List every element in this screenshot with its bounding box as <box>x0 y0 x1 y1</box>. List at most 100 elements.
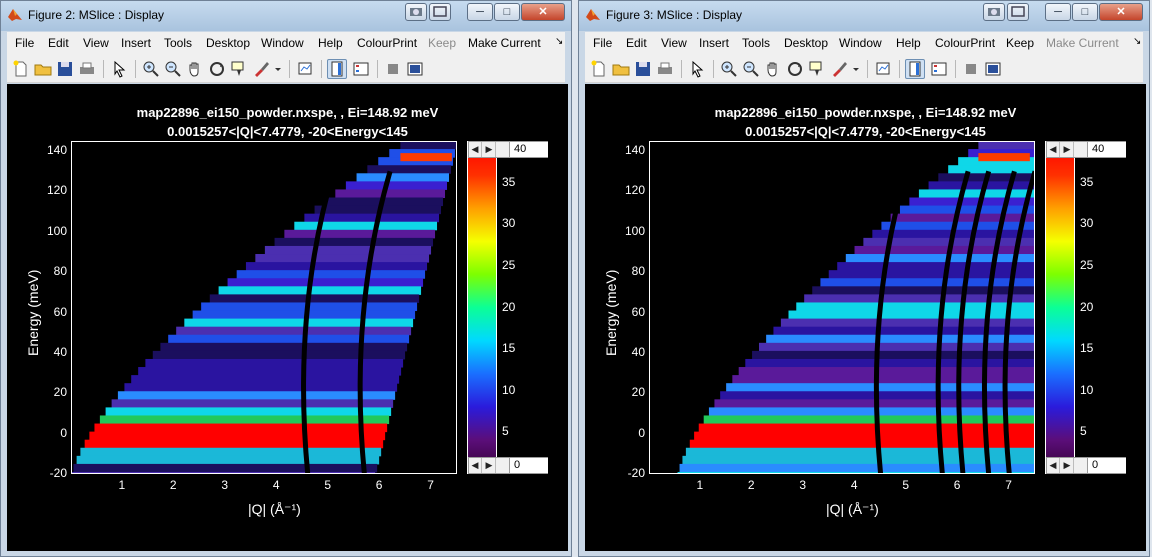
save-figure-button[interactable] <box>633 59 653 79</box>
colorbar-min-spinner[interactable]: ◀ ▶ 0 <box>1046 457 1126 474</box>
x-axis-label: |Q| (Å⁻¹) <box>826 501 879 517</box>
window-extra-button[interactable] <box>405 3 427 21</box>
maximize-button[interactable]: □ <box>1072 3 1098 21</box>
open-file-button[interactable] <box>33 59 53 79</box>
menu-file[interactable]: File <box>15 36 35 50</box>
menu-colourprint[interactable]: ColourPrint <box>357 36 418 50</box>
open-file-button[interactable] <box>611 59 631 79</box>
hide-plot-tools-button[interactable] <box>961 59 981 79</box>
menu-view[interactable]: View <box>661 36 687 50</box>
heatmap-plot[interactable] <box>649 141 1035 474</box>
colorbar-max-value[interactable]: 40 <box>1087 142 1126 157</box>
heatmap-row <box>138 367 402 376</box>
legend-toggle-button[interactable] <box>351 59 371 79</box>
menu-edit[interactable]: Edit <box>626 36 647 50</box>
rotate-button[interactable] <box>207 59 227 79</box>
window-extra-button-2[interactable] <box>1007 3 1029 21</box>
colorbar-toggle-button[interactable] <box>905 59 925 79</box>
high-energy-streak <box>400 153 452 162</box>
spinner-right-arrow-icon[interactable]: ▶ <box>1061 142 1074 157</box>
spinner-right-arrow-icon[interactable]: ▶ <box>1061 458 1074 473</box>
pan-button[interactable] <box>763 59 783 79</box>
menu-insert[interactable]: Insert <box>121 36 152 50</box>
heatmap-plot[interactable] <box>71 141 457 474</box>
menu-help[interactable]: Help <box>896 36 921 50</box>
brush-button[interactable] <box>829 59 861 79</box>
menu-file[interactable]: File <box>593 36 613 50</box>
zoom-in-button[interactable] <box>719 59 739 79</box>
legend-toggle-button[interactable] <box>929 59 949 79</box>
x-axis-label: |Q| (Å⁻¹) <box>248 501 301 517</box>
colorbar-tick-label: 15 <box>502 341 516 356</box>
spinner-left-arrow-icon[interactable]: ◀ <box>1047 458 1060 473</box>
minimize-button[interactable]: ─ <box>467 3 493 21</box>
spinner-left-arrow-icon[interactable]: ◀ <box>469 142 482 157</box>
spinner-right-arrow-icon[interactable]: ▶ <box>483 142 496 157</box>
maximize-button[interactable]: □ <box>494 3 520 21</box>
link-plot-button[interactable] <box>873 59 893 79</box>
new-figure-button[interactable] <box>11 59 31 79</box>
pan-button[interactable] <box>185 59 205 79</box>
menu-make-current[interactable]: Make Current <box>468 36 541 50</box>
new-figure-button[interactable] <box>589 59 609 79</box>
menu-keep[interactable]: Keep <box>428 36 457 50</box>
window-extra-button-2[interactable] <box>429 3 451 21</box>
data-cursor-button[interactable] <box>807 59 827 79</box>
menu-tools[interactable]: Tools <box>742 36 771 50</box>
menu-desktop[interactable]: Desktop <box>784 36 829 50</box>
heatmap-row <box>780 318 1035 328</box>
heatmap-row <box>677 471 1035 474</box>
show-plot-tools-button[interactable] <box>405 59 425 79</box>
heatmap-row <box>345 181 448 190</box>
colorbar-min-value[interactable]: 0 <box>1087 458 1126 473</box>
link-plot-button[interactable] <box>295 59 315 79</box>
menu-view[interactable]: View <box>83 36 109 50</box>
hide-tools-icon <box>966 64 976 74</box>
save-figure-button[interactable] <box>55 59 75 79</box>
spinner-right-arrow-icon[interactable]: ▶ <box>483 458 496 473</box>
colorbar-max-spinner[interactable]: ◀ ▶ 40 <box>468 141 548 158</box>
menu-edit[interactable]: Edit <box>48 36 69 50</box>
zoom-out-button[interactable] <box>741 59 761 79</box>
heatmap-row <box>294 221 438 231</box>
data-cursor-button[interactable] <box>229 59 249 79</box>
print-figure-button[interactable] <box>655 59 675 79</box>
heatmap-row <box>796 302 1035 312</box>
menu-insert[interactable]: Insert <box>699 36 730 50</box>
window-extra-button[interactable] <box>983 3 1005 21</box>
menu-bar: File Edit View Insert Tools Desktop Wind… <box>7 32 565 55</box>
menu-dock-arrow-icon[interactable]: ↘ <box>555 36 564 47</box>
edit-plot-button[interactable] <box>687 59 707 79</box>
colorbar-min-value[interactable]: 0 <box>509 458 548 473</box>
zoom-out-button[interactable] <box>163 59 183 79</box>
colorbar-max-spinner[interactable]: ◀ ▶ 40 <box>1046 141 1126 158</box>
y-tick-label: 100 <box>624 223 645 238</box>
brush-button[interactable] <box>251 59 283 79</box>
menu-colourprint[interactable]: ColourPrint <box>935 36 996 50</box>
show-plot-tools-button[interactable] <box>983 59 1003 79</box>
minimize-button[interactable]: ─ <box>1045 3 1071 21</box>
close-button[interactable]: ✕ <box>521 3 565 21</box>
menu-tools[interactable]: Tools <box>164 36 193 50</box>
menu-window[interactable]: Window <box>839 36 882 50</box>
menu-help[interactable]: Help <box>318 36 343 50</box>
edit-plot-button[interactable] <box>109 59 129 79</box>
colorbar-min-spinner[interactable]: ◀ ▶ 0 <box>468 457 548 474</box>
print-figure-button[interactable] <box>77 59 97 79</box>
menu-keep[interactable]: Keep <box>1006 36 1035 50</box>
menu-make-current[interactable]: Make Current <box>1046 36 1119 50</box>
hide-plot-tools-button[interactable] <box>383 59 403 79</box>
colorbar-toggle-button[interactable] <box>327 59 347 79</box>
menu-window[interactable]: Window <box>261 36 304 50</box>
rotate-button[interactable] <box>785 59 805 79</box>
spinner-left-arrow-icon[interactable]: ◀ <box>469 458 482 473</box>
menu-dock-arrow-icon[interactable]: ↘ <box>1133 36 1142 47</box>
heatmap-row <box>367 165 452 174</box>
spinner-left-arrow-icon[interactable]: ◀ <box>1047 142 1060 157</box>
colorbar-max-value[interactable]: 40 <box>509 142 548 157</box>
colorbar-tick-label: 15 <box>1080 341 1094 356</box>
heatmap-row <box>899 205 1035 215</box>
zoom-in-button[interactable] <box>141 59 161 79</box>
close-button[interactable]: ✕ <box>1099 3 1143 21</box>
menu-desktop[interactable]: Desktop <box>206 36 251 50</box>
